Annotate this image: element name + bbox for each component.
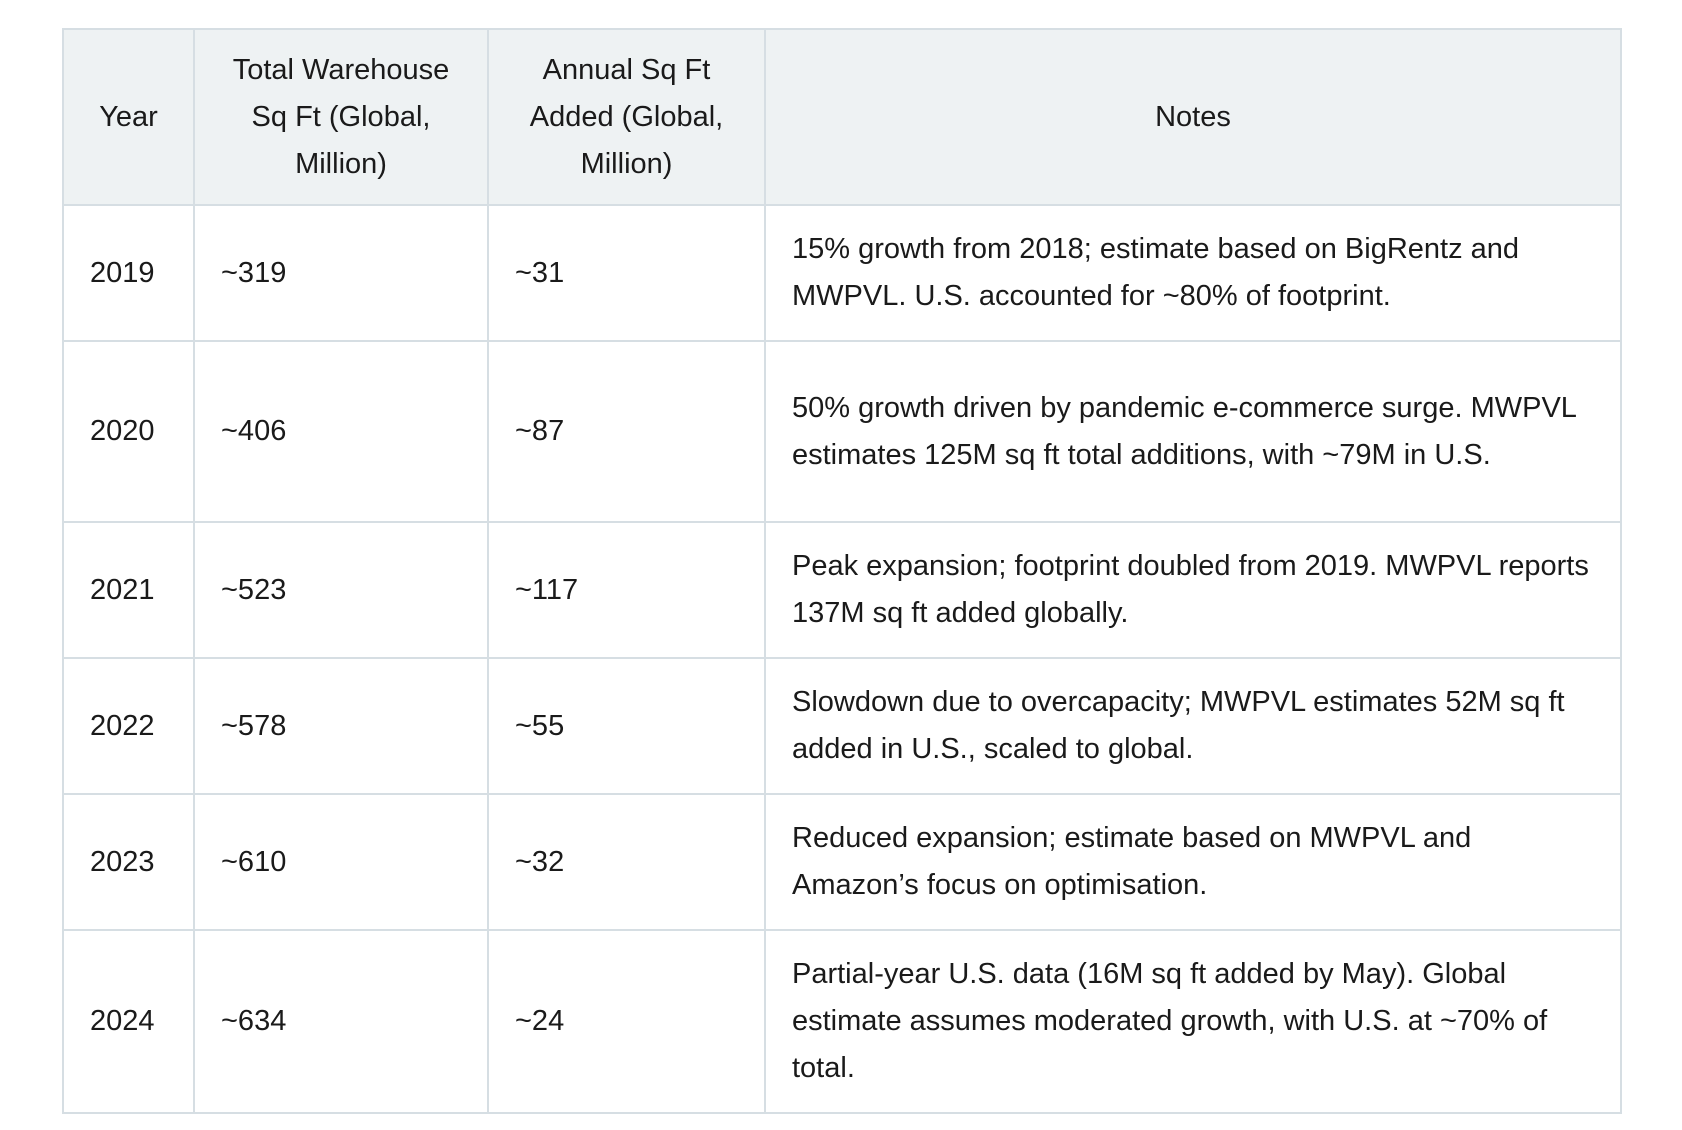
cell-year: 2023 [62,793,195,931]
warehouse-table-container: Year Total Warehouse Sq Ft (Global, Mill… [62,28,1622,1114]
cell-total: ~319 [193,204,489,342]
cell-year: 2022 [62,657,195,795]
cell-notes: 15% growth from 2018; estimate based on … [764,204,1622,342]
table-row: 2020 ~406 ~87 50% growth driven by pande… [62,340,1622,523]
header-row: Year Total Warehouse Sq Ft (Global, Mill… [62,28,1622,206]
table-row: 2021 ~523 ~117 Peak expansion; footprint… [62,521,1622,659]
header-total-sq-ft: Total Warehouse Sq Ft (Global, Million) [193,28,489,206]
cell-added: ~24 [487,929,766,1114]
table-row: 2019 ~319 ~31 15% growth from 2018; esti… [62,204,1622,342]
cell-notes: Peak expansion; footprint doubled from 2… [764,521,1622,659]
cell-notes: 50% growth driven by pandemic e-commerce… [764,340,1622,523]
table-row: 2022 ~578 ~55 Slowdown due to overcapaci… [62,657,1622,795]
table-row: 2023 ~610 ~32 Reduced expansion; estimat… [62,793,1622,931]
cell-total: ~610 [193,793,489,931]
cell-added: ~117 [487,521,766,659]
cell-notes: Partial-year U.S. data (16M sq ft added … [764,929,1622,1114]
cell-year: 2019 [62,204,195,342]
cell-total: ~578 [193,657,489,795]
header-annual-sq-ft-added: Annual Sq Ft Added (Global, Million) [487,28,766,206]
table-header: Year Total Warehouse Sq Ft (Global, Mill… [62,28,1622,206]
cell-added: ~31 [487,204,766,342]
cell-total: ~634 [193,929,489,1114]
header-notes: Notes [764,28,1622,206]
cell-year: 2021 [62,521,195,659]
warehouse-table: Year Total Warehouse Sq Ft (Global, Mill… [62,28,1622,1114]
cell-year: 2024 [62,929,195,1114]
cell-added: ~55 [487,657,766,795]
cell-total: ~406 [193,340,489,523]
cell-total: ~523 [193,521,489,659]
table-body: 2019 ~319 ~31 15% growth from 2018; esti… [62,204,1622,1114]
cell-year: 2020 [62,340,195,523]
table-row: 2024 ~634 ~24 Partial-year U.S. data (16… [62,929,1622,1114]
cell-notes: Reduced expansion; estimate based on MWP… [764,793,1622,931]
cell-notes: Slowdown due to overcapacity; MWPVL esti… [764,657,1622,795]
header-year: Year [62,28,195,206]
cell-added: ~32 [487,793,766,931]
cell-added: ~87 [487,340,766,523]
